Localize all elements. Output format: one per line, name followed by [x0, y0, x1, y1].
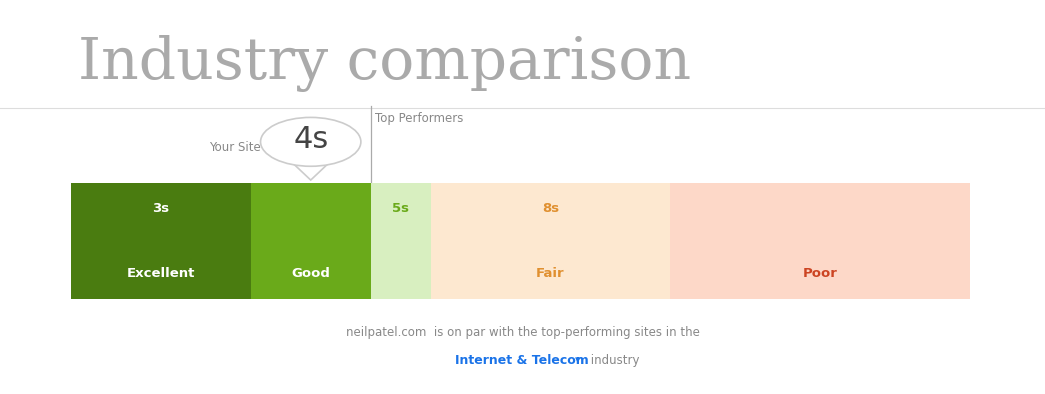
Text: ▾: ▾ [575, 355, 580, 366]
Text: Excellent: Excellent [126, 268, 195, 281]
Text: Industry comparison: Industry comparison [78, 35, 692, 91]
Polygon shape [294, 158, 327, 163]
Text: industry: industry [587, 354, 640, 367]
Bar [251, 183, 371, 299]
Polygon shape [292, 162, 329, 180]
Text: Poor: Poor [803, 268, 837, 281]
Ellipse shape [260, 117, 361, 166]
Text: Good: Good [292, 268, 330, 281]
Text: Internet & Telecom: Internet & Telecom [455, 354, 588, 367]
Text: Fair: Fair [536, 268, 564, 281]
Bar [71, 183, 251, 299]
Text: Top Performers: Top Performers [375, 112, 463, 125]
Text: 5s: 5s [392, 202, 409, 215]
Bar [670, 183, 970, 299]
Bar [371, 183, 431, 299]
Bar [431, 183, 670, 299]
Text: 3s: 3s [153, 202, 169, 215]
Text: neilpatel.com  is on par with the top-performing sites in the: neilpatel.com is on par with the top-per… [346, 327, 699, 339]
Text: 8s: 8s [541, 202, 559, 215]
Text: Your Site: Your Site [209, 141, 260, 154]
Text: 4s: 4s [293, 125, 328, 154]
